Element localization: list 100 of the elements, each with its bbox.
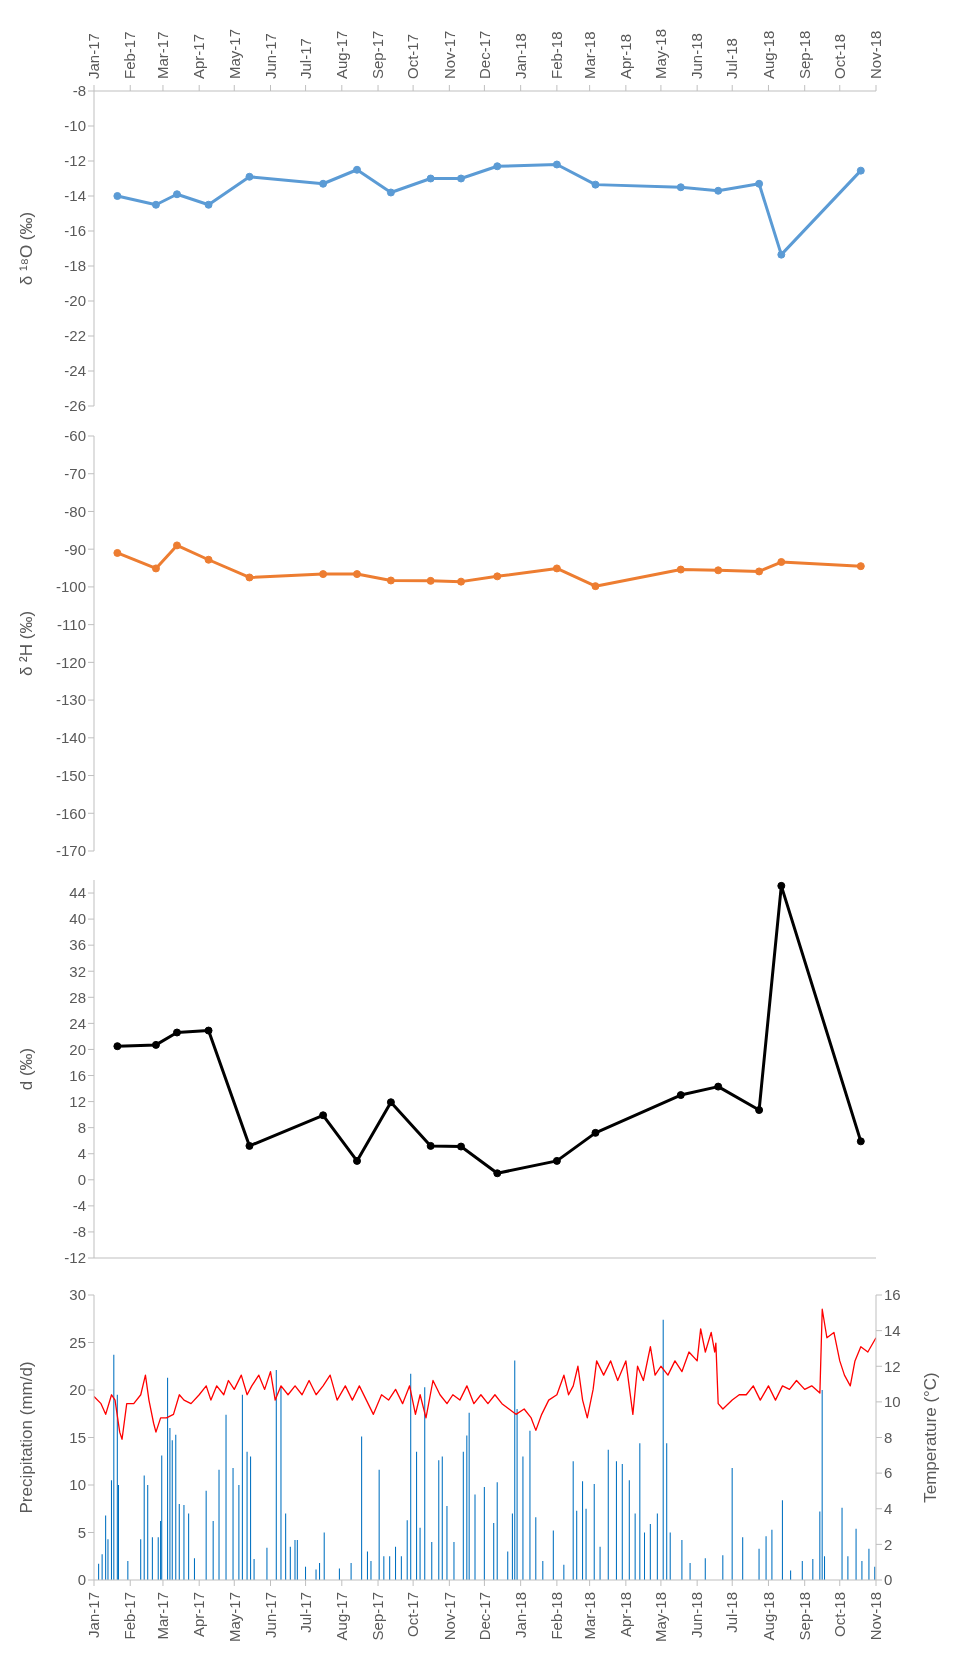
y-tick-label: -100 (55, 578, 86, 596)
x-tick-label: Sep-17 (369, 30, 387, 79)
x-tick-label: Jul-18 (723, 38, 741, 79)
y2-tick-label: 0 (884, 1571, 893, 1589)
x-tick-label: Oct-17 (404, 33, 422, 79)
x-tick-label: Oct-18 (831, 33, 849, 79)
y-tick-label: -90 (64, 540, 86, 558)
x-tick-label: Nov-17 (440, 30, 458, 79)
y-tick-label: 15 (69, 1428, 86, 1446)
y-tick-label: -70 (64, 465, 86, 483)
y-tick-label: 30 (69, 1286, 86, 1304)
x-tick-label: Mar-17 (154, 1592, 172, 1640)
y-tick-label: -120 (55, 653, 86, 671)
x-tick-label: Nov-17 (440, 1592, 458, 1641)
x-tick-label: Aug-18 (759, 1592, 777, 1641)
x-tick-label: Feb-18 (548, 31, 566, 79)
y-tick-label: -22 (64, 327, 86, 345)
x-tick-label: Jun-18 (688, 1592, 706, 1638)
x-tick-label: Sep-18 (795, 30, 813, 79)
y2-tick-label: 2 (884, 1535, 893, 1553)
y-tick-label: 20 (69, 1040, 86, 1058)
x-tick-label: Jun-17 (261, 33, 279, 79)
x-tick-label: May-18 (652, 1592, 670, 1643)
y-axis-title: Precipitation (mm/d) (17, 1361, 37, 1514)
x-tick-label: Feb-18 (548, 1592, 566, 1640)
x-tick-label: Apr-17 (190, 1592, 208, 1638)
y-tick-label: 8 (77, 1118, 86, 1136)
x-tick-label: Aug-17 (333, 1592, 351, 1641)
y-tick-label: -110 (57, 615, 86, 633)
x-tick-label: Dec-17 (475, 1592, 493, 1641)
x-tick-label: Jan-18 (511, 33, 529, 79)
y-tick-label: -12 (64, 1249, 86, 1267)
y-tick-label: 0 (77, 1571, 86, 1589)
y-tick-label: -26 (64, 397, 86, 415)
y-tick-label: -60 (64, 427, 86, 445)
y-tick-label: 44 (69, 884, 86, 902)
x-tick-label: May-17 (225, 28, 243, 79)
y2-tick-label: 6 (884, 1464, 893, 1482)
x-tick-label: May-18 (652, 28, 670, 79)
x-tick-label: Mar-18 (580, 31, 598, 79)
x-tick-label: Nov-18 (867, 1592, 885, 1641)
y-axis-title: δ ¹⁸O (‰) (17, 211, 37, 286)
x-tick-label: Mar-18 (580, 1592, 598, 1640)
y-tick-label: 36 (69, 936, 86, 954)
y2-axis-title: Temperature (°C) (921, 1372, 941, 1503)
y-tick-label: -150 (55, 766, 86, 784)
x-tick-label: May-17 (225, 1592, 243, 1643)
x-tick-label: Aug-18 (759, 30, 777, 79)
x-tick-label: Oct-18 (831, 1592, 849, 1638)
x-tick-label: Oct-17 (404, 1592, 422, 1638)
y-tick-label: 24 (69, 1014, 86, 1032)
x-tick-label: Aug-17 (333, 30, 351, 79)
y2-tick-label: 10 (884, 1393, 901, 1411)
y-tick-label: 25 (69, 1333, 86, 1351)
x-tick-label: Jun-17 (261, 1592, 279, 1638)
y-tick-label: -8 (72, 1223, 86, 1241)
y-tick-label: -18 (64, 257, 86, 275)
y-tick-label: -20 (64, 292, 86, 310)
y2-tick-label: 16 (884, 1286, 901, 1304)
x-tick-label: Dec-17 (475, 30, 493, 79)
y-tick-label: 5 (77, 1523, 86, 1541)
x-tick-label: Jan-18 (511, 1592, 529, 1638)
y-tick-label: -80 (64, 502, 86, 520)
y-tick-label: 10 (69, 1476, 86, 1494)
y-tick-label: -140 (55, 729, 86, 747)
y-tick-label: 40 (69, 910, 86, 928)
y-axis-title: δ ²H (‰) (17, 610, 37, 677)
x-tick-label: Jun-18 (688, 33, 706, 79)
y-tick-label: -14 (64, 187, 86, 205)
y-axis-title: d (‰) (17, 1047, 37, 1091)
y-tick-label: 0 (77, 1171, 86, 1189)
y-tick-label: -24 (64, 362, 86, 380)
x-tick-label: Nov-18 (867, 30, 885, 79)
y2-tick-label: 12 (884, 1357, 901, 1375)
x-tick-label: Jul-18 (723, 1592, 741, 1633)
x-tick-label: Apr-18 (617, 1592, 635, 1638)
x-tick-label: Jul-17 (296, 38, 314, 79)
y-tick-label: 32 (69, 962, 86, 980)
x-tick-label: Sep-18 (795, 1592, 813, 1641)
x-tick-label: Apr-17 (190, 33, 208, 79)
y-tick-label: -10 (64, 117, 86, 135)
y-tick-label: 20 (69, 1381, 86, 1399)
y-tick-label: -170 (55, 842, 86, 860)
x-tick-label: Jan-17 (85, 1592, 103, 1638)
y2-tick-label: 14 (884, 1321, 901, 1339)
y-tick-label: -130 (55, 691, 86, 709)
y-tick-label: 16 (69, 1066, 86, 1084)
y-tick-label: 12 (69, 1092, 86, 1110)
x-tick-label: Sep-17 (369, 1592, 387, 1641)
y-tick-label: -4 (72, 1197, 86, 1215)
x-tick-label: Feb-17 (121, 31, 139, 79)
y2-tick-label: 8 (884, 1428, 893, 1446)
x-tick-label: Jan-17 (85, 33, 103, 79)
y-tick-label: -12 (64, 152, 86, 170)
y-tick-label: 28 (69, 988, 86, 1006)
x-tick-label: Feb-17 (121, 1592, 139, 1640)
x-tick-label: Apr-18 (617, 33, 635, 79)
y-tick-label: 4 (77, 1145, 86, 1163)
x-tick-label: Jul-17 (296, 1592, 314, 1633)
y2-tick-label: 4 (884, 1500, 893, 1518)
